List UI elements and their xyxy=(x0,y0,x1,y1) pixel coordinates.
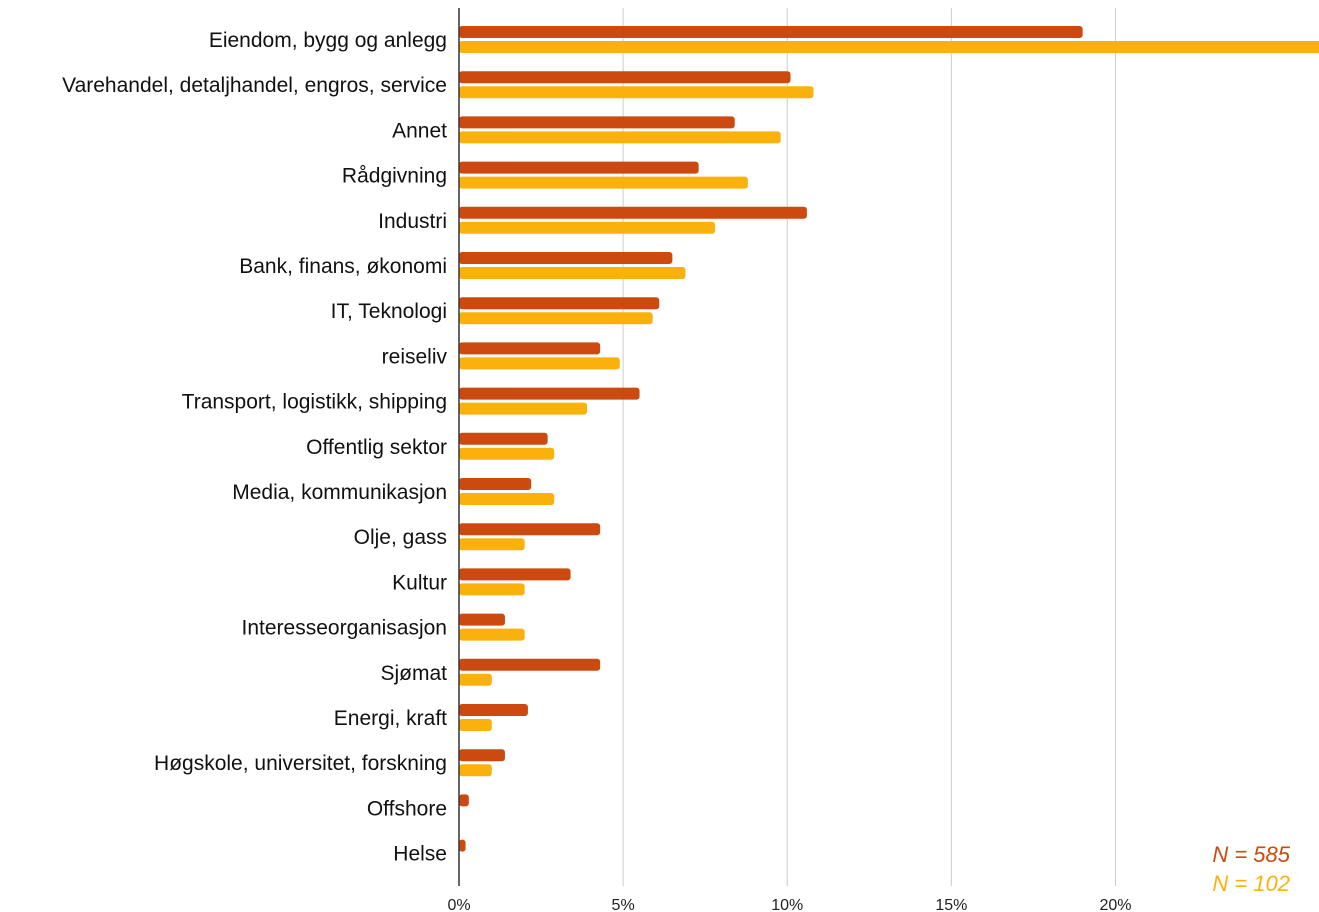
category-label: reiseliv xyxy=(382,345,448,368)
category-label: Høgskole, universitet, forskning xyxy=(154,752,447,775)
bar-series-1 xyxy=(459,26,1083,38)
x-tick-labels: 0% 5% 10% 15% 20% xyxy=(447,897,1131,912)
n-annotation-585: N = 585 xyxy=(1212,842,1290,867)
x-tick-label: 15% xyxy=(935,897,967,912)
category-label: IT, Teknologi xyxy=(331,300,447,323)
grid-lines xyxy=(622,8,1116,886)
category-label: Kultur xyxy=(392,571,447,594)
bar-series-2 xyxy=(459,583,525,596)
bar-series-1 xyxy=(459,342,601,355)
bar-series-2 xyxy=(459,673,492,686)
category-labels: Eiendom, bygg og anlegg Varehandel, detal… xyxy=(62,29,447,866)
category-label: Interesseorganisasjon xyxy=(242,617,447,640)
category-label: Transport, logistikk, shipping xyxy=(182,391,447,414)
bar-series-1 xyxy=(459,704,528,716)
bar-series-1 xyxy=(459,839,466,852)
category-label: Helse xyxy=(393,843,447,866)
category-label: Offshore xyxy=(367,797,447,820)
category-label: Annet xyxy=(392,119,447,142)
category-label: Industri xyxy=(378,210,447,233)
x-tick-label: 0% xyxy=(447,897,470,912)
bar-series-1 xyxy=(459,523,601,536)
x-tick-label: 20% xyxy=(1099,897,1131,912)
category-label: Offentlig sektor xyxy=(306,436,447,459)
bar-series-2 xyxy=(459,628,525,641)
bar-series-2 xyxy=(459,764,492,777)
category-label: Rådgivning xyxy=(342,165,447,188)
bar-series-1 xyxy=(459,432,548,445)
bar-series-2 xyxy=(459,41,1319,53)
bar-series-1 xyxy=(459,252,673,264)
category-label: Media, kommunikasjon xyxy=(232,481,447,504)
category-label: Bank, finans, økonomi xyxy=(239,255,447,278)
bar-series-1 xyxy=(459,658,601,671)
bar-series-2 xyxy=(459,312,653,325)
bar-series-1 xyxy=(459,749,505,762)
category-label: Eiendom, bygg og anlegg xyxy=(209,29,447,52)
bar-series-2 xyxy=(459,719,492,731)
bar-series-1 xyxy=(459,71,791,84)
bar-series-2 xyxy=(459,86,814,99)
category-label: Varehandel, detaljhandel, engros, servic… xyxy=(62,74,447,97)
category-label: Sjømat xyxy=(380,662,447,685)
bar-series-1 xyxy=(459,161,699,174)
bar-series-2 xyxy=(459,221,716,234)
bar-series-1 xyxy=(459,297,660,310)
bar-series-1 xyxy=(459,613,505,626)
bar-series-1 xyxy=(459,794,469,807)
bar-series-1 xyxy=(459,387,640,400)
bar-series-2 xyxy=(459,176,748,189)
bar-series-2 xyxy=(459,267,686,279)
bar-series-2 xyxy=(459,131,781,144)
bar-series-2 xyxy=(459,402,588,415)
bars xyxy=(459,26,1319,852)
bar-series-2 xyxy=(459,447,555,460)
category-label: Olje, gass xyxy=(354,526,447,549)
n-annotation-102: N = 102 xyxy=(1212,871,1290,896)
bar-series-1 xyxy=(459,116,735,129)
bar-series-1 xyxy=(459,206,807,219)
bar-series-1 xyxy=(459,568,571,581)
bar-series-2 xyxy=(459,538,525,551)
bar-series-1 xyxy=(459,478,532,490)
category-label: Energi, kraft xyxy=(334,707,447,730)
bar-series-2 xyxy=(459,357,620,370)
bar-series-2 xyxy=(459,493,555,505)
x-tick-label: 5% xyxy=(612,897,635,912)
x-tick-label: 10% xyxy=(771,897,803,912)
